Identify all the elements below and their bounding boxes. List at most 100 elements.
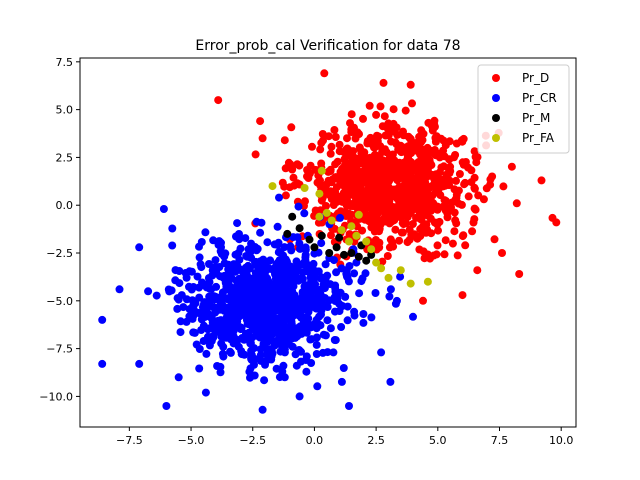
data-point — [276, 347, 285, 356]
data-point — [221, 249, 230, 258]
data-point — [316, 321, 325, 330]
data-point — [378, 122, 387, 131]
data-point — [405, 235, 414, 244]
data-point — [420, 254, 429, 263]
data-point — [345, 237, 353, 246]
data-point — [349, 199, 358, 208]
data-point — [115, 285, 124, 294]
chart-title: Error_prob_cal Verification for data 78 — [195, 38, 460, 54]
data-point — [400, 144, 409, 153]
data-point — [293, 306, 302, 314]
data-point — [397, 213, 406, 222]
data-point — [386, 377, 395, 386]
data-point — [280, 243, 289, 252]
data-point — [144, 287, 153, 296]
data-point — [263, 238, 272, 247]
data-point — [324, 167, 333, 176]
data-point — [330, 126, 339, 134]
legend-marker — [492, 94, 500, 102]
data-point — [292, 324, 301, 333]
data-point — [333, 157, 342, 166]
data-point — [408, 220, 417, 228]
data-point — [383, 252, 392, 260]
data-point — [312, 340, 321, 349]
data-point — [365, 217, 374, 226]
data-point — [362, 256, 371, 265]
data-point — [159, 205, 168, 213]
data-point — [267, 346, 276, 355]
data-point — [195, 253, 204, 262]
data-point — [273, 303, 282, 312]
data-point — [459, 231, 468, 240]
data-point — [283, 229, 292, 238]
data-point — [306, 335, 315, 344]
data-point — [269, 287, 278, 296]
data-point — [220, 306, 228, 315]
data-point — [291, 268, 300, 277]
data-point — [189, 283, 198, 291]
data-point — [313, 382, 322, 391]
data-point — [209, 236, 218, 245]
data-point — [363, 178, 372, 187]
data-point — [305, 235, 314, 244]
data-point — [374, 171, 383, 180]
data-point — [318, 130, 327, 138]
data-point — [329, 348, 338, 357]
data-point — [282, 273, 291, 281]
data-point — [354, 210, 363, 219]
data-point — [397, 228, 406, 237]
data-point — [319, 136, 327, 145]
data-point — [332, 243, 341, 252]
data-point — [358, 274, 367, 283]
data-point — [226, 282, 235, 291]
data-point — [208, 266, 217, 275]
data-point — [461, 178, 470, 187]
data-point — [211, 306, 220, 315]
x-tick-label: 0.0 — [306, 434, 324, 447]
data-point — [307, 359, 316, 367]
data-point — [200, 299, 209, 308]
data-point — [294, 276, 303, 285]
data-point — [415, 132, 424, 141]
data-point — [176, 328, 185, 337]
data-point — [459, 134, 468, 143]
data-point — [267, 318, 276, 327]
data-point — [222, 329, 231, 338]
legend: Pr_D Pr_CR Pr_M Pr_FA — [477, 64, 570, 154]
data-point — [316, 274, 325, 283]
x-tick-label: 7.5 — [491, 434, 509, 447]
data-point — [352, 131, 361, 140]
data-point — [337, 226, 346, 235]
data-point — [262, 283, 271, 292]
data-point — [458, 291, 467, 300]
data-point — [275, 329, 284, 338]
data-point — [253, 304, 262, 313]
data-point — [371, 218, 380, 227]
data-point — [386, 285, 395, 294]
data-point — [225, 276, 233, 285]
legend-label: Pr_M — [522, 111, 550, 125]
data-point — [268, 310, 277, 318]
data-point — [429, 203, 438, 211]
data-point — [419, 296, 427, 305]
data-point — [257, 218, 266, 227]
data-point — [474, 191, 483, 200]
data-point — [205, 260, 213, 268]
y-tick-label: −2.5 — [46, 247, 73, 260]
data-point — [379, 78, 388, 87]
data-point — [279, 340, 288, 349]
x-tick-label: 2.5 — [367, 434, 385, 447]
data-point — [323, 316, 332, 325]
data-point — [288, 312, 297, 321]
data-point — [268, 182, 277, 191]
data-point — [343, 302, 352, 311]
plot-area-frame — [79, 57, 577, 428]
data-point — [324, 132, 333, 141]
data-point — [320, 69, 329, 78]
data-point — [196, 260, 205, 269]
data-point — [165, 287, 174, 296]
y-tick-label: 2.5 — [56, 151, 74, 164]
data-point — [247, 351, 256, 359]
data-point — [400, 198, 409, 207]
data-point — [193, 272, 202, 281]
